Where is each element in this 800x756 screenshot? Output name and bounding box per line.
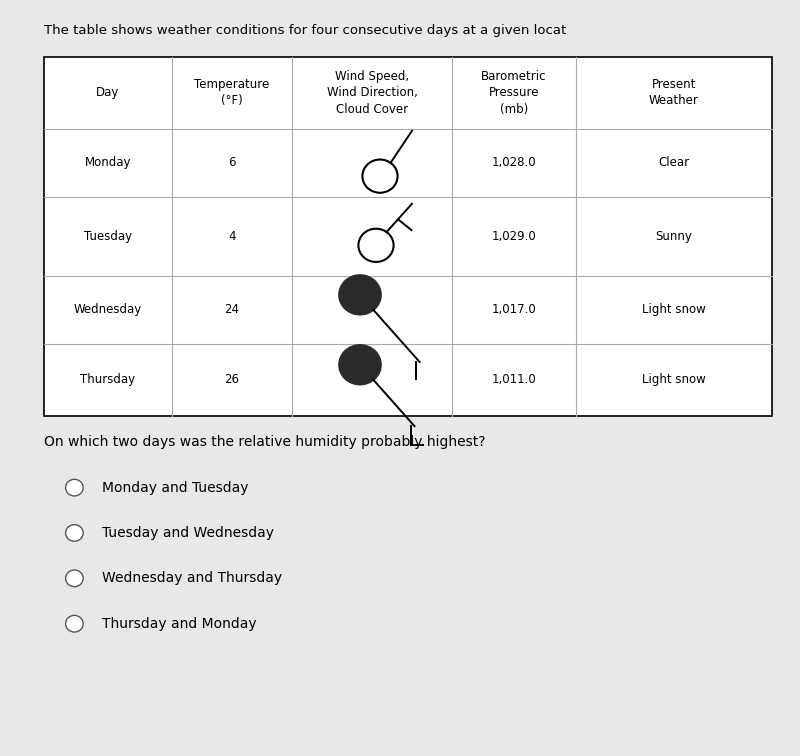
- Text: Wednesday and Thursday: Wednesday and Thursday: [102, 572, 282, 585]
- Text: Thursday and Monday: Thursday and Monday: [102, 617, 256, 631]
- Text: Barometric
Pressure
(mb): Barometric Pressure (mb): [482, 70, 546, 116]
- Text: Day: Day: [96, 86, 120, 99]
- Text: 1,029.0: 1,029.0: [492, 230, 536, 243]
- Text: Present
Weather: Present Weather: [649, 78, 699, 107]
- Text: Temperature
(°F): Temperature (°F): [194, 78, 270, 107]
- Text: Monday and Tuesday: Monday and Tuesday: [102, 481, 248, 494]
- Text: Tuesday and Wednesday: Tuesday and Wednesday: [102, 526, 274, 540]
- Text: Clear: Clear: [658, 156, 690, 169]
- Text: On which two days was the relative humidity probably highest?: On which two days was the relative humid…: [44, 435, 486, 449]
- Text: The table shows weather conditions for four consecutive days at a given locat: The table shows weather conditions for f…: [44, 23, 566, 37]
- Text: 1,028.0: 1,028.0: [492, 156, 536, 169]
- Text: 1,011.0: 1,011.0: [492, 373, 536, 386]
- Text: Light snow: Light snow: [642, 303, 706, 317]
- Text: Tuesday: Tuesday: [84, 230, 132, 243]
- Text: Wednesday: Wednesday: [74, 303, 142, 317]
- Text: Light snow: Light snow: [642, 373, 706, 386]
- Text: 6: 6: [228, 156, 236, 169]
- Text: Thursday: Thursday: [81, 373, 135, 386]
- Text: 4: 4: [228, 230, 236, 243]
- Text: 26: 26: [225, 373, 239, 386]
- Text: Monday: Monday: [85, 156, 131, 169]
- Text: 24: 24: [225, 303, 239, 317]
- Text: 1,017.0: 1,017.0: [492, 303, 536, 317]
- Text: Sunny: Sunny: [655, 230, 693, 243]
- Text: Wind Speed,
Wind Direction,
Cloud Cover: Wind Speed, Wind Direction, Cloud Cover: [326, 70, 418, 116]
